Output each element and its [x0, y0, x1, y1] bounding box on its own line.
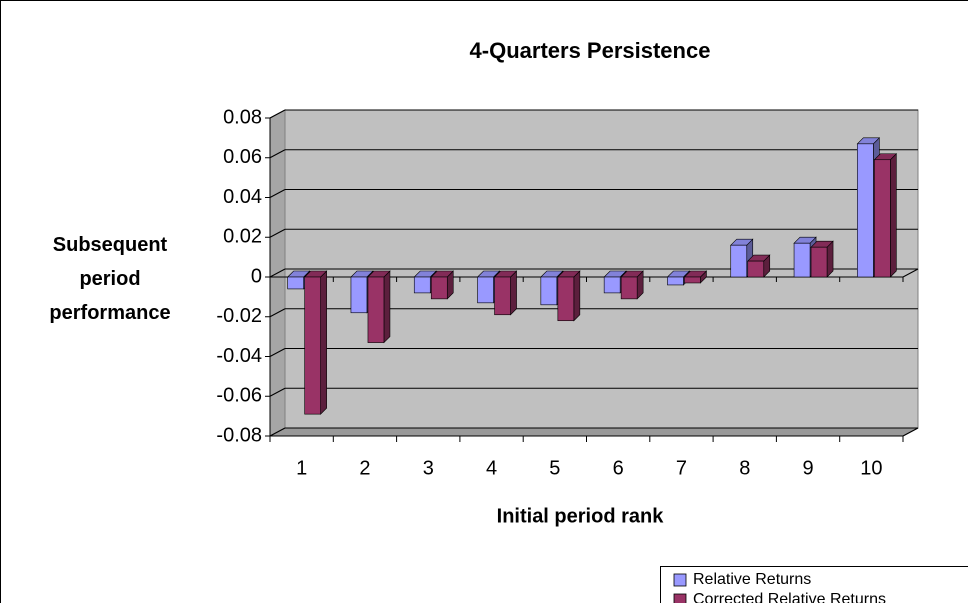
bar: [304, 276, 321, 415]
bar: [810, 246, 828, 278]
grid-line: [269, 427, 286, 437]
bar: [413, 276, 431, 294]
x-tick-label: 3: [423, 457, 434, 479]
grid-line: [269, 268, 286, 278]
x-tick-label: 1: [296, 457, 307, 479]
bar-side: [510, 270, 517, 316]
bar: [350, 276, 368, 314]
x-tick-label: 2: [359, 457, 370, 479]
y-tick-label: 0: [251, 265, 262, 287]
legend-label: Corrected Relative Returns: [693, 591, 886, 603]
bar-side: [320, 270, 327, 415]
bar: [747, 260, 765, 278]
x-axis-title: Initial period rank: [497, 505, 665, 527]
bar: [367, 276, 385, 343]
y-tick-label: -0.06: [216, 385, 262, 407]
grid-line: [269, 149, 286, 159]
bar: [287, 276, 304, 290]
x-tick-label: 7: [676, 457, 687, 479]
x-tick-label: 4: [486, 457, 497, 479]
legend-swatch: [673, 573, 687, 587]
x-tick-label: 5: [549, 457, 560, 479]
y-tick-label: -0.02: [216, 305, 262, 327]
grid-line: [269, 109, 286, 119]
bar-side: [573, 270, 581, 322]
y-tick-label: 0.06: [223, 146, 262, 168]
bar: [540, 276, 558, 306]
y-axis-title: Subsequent period performance: [49, 234, 171, 324]
legend-label: Relative Returns: [693, 571, 811, 588]
floor: [269, 427, 919, 437]
x-tick-label: 6: [613, 457, 624, 479]
y-tick-label: 0.02: [223, 226, 262, 248]
bar: [667, 276, 684, 286]
bar: [494, 276, 511, 316]
x-tick-label: 10: [860, 457, 882, 479]
bar: [603, 276, 621, 294]
grid-line: [269, 189, 286, 198]
bar: [730, 244, 748, 278]
zero-edge: [902, 268, 919, 278]
legend-swatch: [673, 593, 687, 603]
grid-line: [269, 308, 286, 318]
grid-line: [269, 228, 286, 238]
bar: [557, 276, 575, 322]
bar: [874, 159, 891, 278]
y-tick-label: 0.04: [223, 186, 262, 208]
x-tick-label: 9: [802, 457, 813, 479]
y-tick-label: -0.04: [216, 345, 262, 367]
bar: [857, 143, 874, 278]
bar: [684, 276, 701, 284]
legend: [660, 566, 968, 603]
bar: [793, 242, 811, 278]
bar-side: [383, 270, 391, 344]
grid-line: [269, 348, 286, 357]
chart-title: 4-Quarters Persistence: [470, 38, 711, 63]
floor-edge: [902, 427, 919, 437]
bar: [430, 276, 448, 300]
grid-line: [269, 387, 286, 397]
y-tick-label: -0.08: [216, 424, 262, 446]
bar: [620, 276, 638, 300]
bar-side: [890, 153, 897, 278]
bar: [477, 276, 494, 304]
y-tick-label: 0.08: [223, 106, 262, 128]
x-tick-label: 8: [739, 457, 750, 479]
